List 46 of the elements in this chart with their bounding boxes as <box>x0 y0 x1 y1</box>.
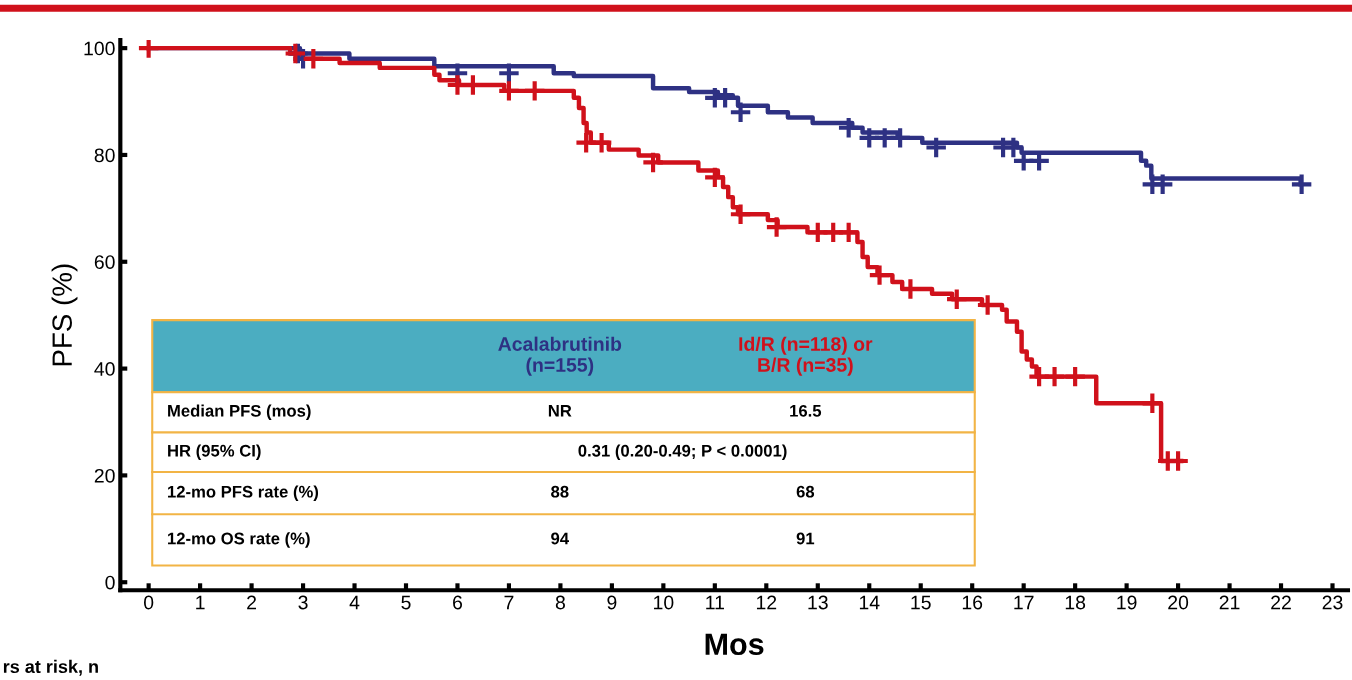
annotation: 94 <box>551 532 569 545</box>
x-tick-label: 8 <box>555 595 565 610</box>
text: rs at risk, n <box>3 659 98 676</box>
x-tick-label: 14 <box>859 595 880 610</box>
y-tick-label: 100 <box>84 41 115 56</box>
y-tick-label: 20 <box>94 468 115 483</box>
annotation: 12-mo PFS rate (%) <box>168 485 319 501</box>
x-tick-label: 11 <box>706 595 724 610</box>
x-tick-label: 4 <box>349 595 360 610</box>
x-tick-label: 18 <box>1065 595 1086 610</box>
x-tick-label: 20 <box>1168 595 1189 610</box>
annotation: 68 <box>796 485 815 498</box>
annotation: 12-mo OS rate (%) <box>168 532 310 548</box>
x-tick-label: 12 <box>756 595 777 610</box>
x-tick-label: 5 <box>401 595 411 610</box>
x-tick-label: 6 <box>453 595 463 610</box>
annotation: NR <box>548 405 572 417</box>
annotation: 88 <box>551 485 569 498</box>
annotation: Id/R (n=118) or B/R (n=35) <box>739 336 873 376</box>
annotation: 16.5 <box>790 404 822 417</box>
x-tick-label: 22 <box>1271 595 1291 610</box>
y-tick-label: 40 <box>94 362 115 376</box>
x-tick-label: 10 <box>654 595 674 610</box>
y-tick-label: 80 <box>94 148 115 163</box>
x-tick-label: 3 <box>298 595 308 610</box>
x-tick-label: 2 <box>247 595 257 610</box>
annotation: 91 <box>796 532 815 545</box>
y-tick-label: 60 <box>94 255 115 270</box>
annotation: Acalabrutinib (n=155) <box>498 336 622 376</box>
annotation: 0.31 (0.20-0.49; P < 0.0001) <box>578 444 787 460</box>
x-tick-label: 15 <box>911 595 931 610</box>
y-axis-title: PFS (%) <box>51 264 78 366</box>
x-tick-label: 1 <box>196 595 205 610</box>
x-axis-title: Mos <box>705 633 764 656</box>
x-tick-label: 13 <box>808 595 828 610</box>
x-tick-label: 0 <box>143 595 154 610</box>
x-tick-label: 16 <box>962 595 983 610</box>
annotation: Median PFS (mos) <box>168 404 311 421</box>
x-tick-label: 7 <box>504 595 514 610</box>
y-tick-label: 0 <box>105 575 115 590</box>
x-tick-label: 17 <box>1014 595 1034 610</box>
x-tick-label: 9 <box>607 595 617 610</box>
x-tick-label: 23 <box>1322 595 1343 610</box>
annotation: HR (95% CI) <box>168 444 261 460</box>
x-tick-label: 21 <box>1219 595 1240 610</box>
x-tick-label: 19 <box>1117 595 1137 610</box>
